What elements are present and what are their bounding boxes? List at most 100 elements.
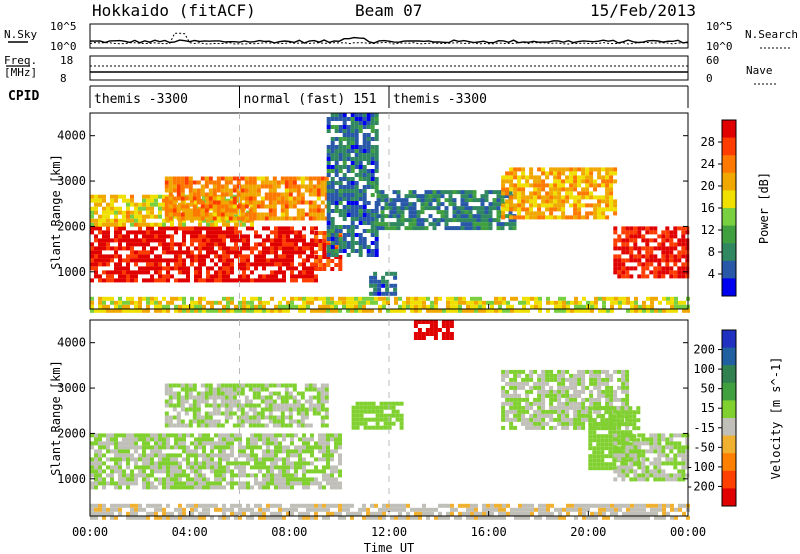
heatmap-cell xyxy=(505,401,510,406)
heatmap-cell xyxy=(314,243,319,247)
heatmap-cell xyxy=(669,230,674,235)
heatmap-cell xyxy=(621,246,626,251)
heatmap-cell xyxy=(399,417,404,422)
heatmap-cell xyxy=(246,304,250,309)
heatmap-cell xyxy=(582,296,586,301)
heatmap-cell xyxy=(314,511,318,516)
heatmap-cell xyxy=(334,445,338,450)
heatmap-cell xyxy=(98,296,102,301)
heatmap-cell xyxy=(312,407,317,412)
heatmap-cell xyxy=(468,222,473,227)
heatmap-cell xyxy=(510,296,514,301)
heatmap-cell xyxy=(232,395,237,400)
heatmap-cell xyxy=(636,458,641,463)
heatmap-cell xyxy=(436,190,441,195)
heatmap-cell xyxy=(210,457,214,462)
heatmap-cell xyxy=(500,222,505,227)
heatmap-cell xyxy=(186,308,190,313)
heatmap-cell xyxy=(118,441,122,446)
heatmap-cell xyxy=(126,300,130,305)
heatmap-cell xyxy=(588,406,593,411)
heatmap-cell xyxy=(242,262,246,267)
heatmap-cell xyxy=(577,183,582,188)
heatmap-cell xyxy=(280,383,285,388)
heatmap-cell xyxy=(653,441,658,446)
heatmap-cell xyxy=(250,202,254,207)
heatmap-cell xyxy=(330,304,334,309)
heatmap-cell xyxy=(440,190,445,195)
heatmap-cell xyxy=(138,300,142,305)
heatmap-cell xyxy=(274,461,278,466)
heatmap-cell xyxy=(621,457,626,462)
heatmap-cell xyxy=(629,234,634,239)
heatmap-cell xyxy=(310,481,314,486)
heatmap-cell xyxy=(234,503,238,508)
heatmap-cell xyxy=(549,203,554,208)
heatmap-cell xyxy=(629,246,634,251)
heatmap-cell xyxy=(168,395,173,400)
heatmap-cell xyxy=(674,304,678,309)
heatmap-cell xyxy=(296,212,301,217)
heatmap-cell xyxy=(218,465,222,470)
heatmap-cell xyxy=(593,207,598,212)
heatmap-cell xyxy=(102,503,106,508)
heatmap-cell xyxy=(210,206,214,211)
heatmap-cell xyxy=(226,218,230,223)
heatmap-cell xyxy=(565,195,570,200)
heatmap-cell xyxy=(496,190,501,195)
heatmap-cell xyxy=(346,181,351,185)
heatmap-cell xyxy=(621,441,626,446)
heatmap-cell xyxy=(633,242,638,247)
heatmap-cell xyxy=(218,254,222,259)
heatmap-cell xyxy=(288,423,293,428)
heatmap-cell xyxy=(288,180,293,185)
heatmap-cell xyxy=(186,246,190,251)
heatmap-cell xyxy=(604,410,609,415)
heatmap-cell xyxy=(506,304,510,309)
heatmap-cell xyxy=(298,254,302,259)
heatmap-cell xyxy=(222,218,226,223)
heatmap-cell xyxy=(322,473,326,478)
heatmap-cell xyxy=(326,473,330,478)
heatmap-cell xyxy=(322,267,327,271)
heatmap-cell xyxy=(432,222,437,227)
heatmap-cell xyxy=(110,300,114,305)
heatmap-cell xyxy=(118,308,122,313)
heatmap-cell xyxy=(290,481,294,486)
heatmap-cell xyxy=(677,238,682,243)
heatmap-cell xyxy=(334,225,339,229)
heatmap-cell xyxy=(312,403,317,408)
heatmap-cell xyxy=(685,242,690,247)
heatmap-cell xyxy=(621,242,626,247)
heatmap-cell xyxy=(371,425,376,430)
heatmap-cell xyxy=(324,383,329,388)
heatmap-cell xyxy=(192,395,197,400)
heatmap-cell xyxy=(657,274,662,279)
heatmap-cell xyxy=(186,278,190,283)
heatmap-cell xyxy=(373,291,378,296)
heatmap-cell xyxy=(501,389,506,394)
heatmap-cell xyxy=(637,274,642,279)
heatmap-cell xyxy=(252,387,257,392)
heatmap-cell xyxy=(216,176,221,181)
heatmap-cell xyxy=(222,242,226,247)
heatmap-cell xyxy=(653,266,658,271)
heatmap-cell xyxy=(290,270,294,275)
heatmap-cell xyxy=(270,469,274,474)
heatmap-cell xyxy=(190,449,194,454)
heatmap-cell xyxy=(472,226,477,231)
heatmap-cell xyxy=(358,197,363,201)
heatmap-cell xyxy=(549,425,554,430)
heatmap-cell xyxy=(256,383,261,388)
heatmap-cell xyxy=(416,198,421,203)
heatmap-cell xyxy=(513,381,518,386)
heatmap-cell xyxy=(214,461,218,466)
heatmap-cell xyxy=(362,173,367,177)
heatmap-cell xyxy=(270,246,274,251)
heatmap-cell xyxy=(316,403,321,408)
heatmap-cell xyxy=(553,397,558,402)
heatmap-cell xyxy=(102,515,106,520)
heatmap-cell xyxy=(198,262,202,267)
heatmap-cell xyxy=(601,381,606,386)
heatmap-cell xyxy=(573,417,578,422)
